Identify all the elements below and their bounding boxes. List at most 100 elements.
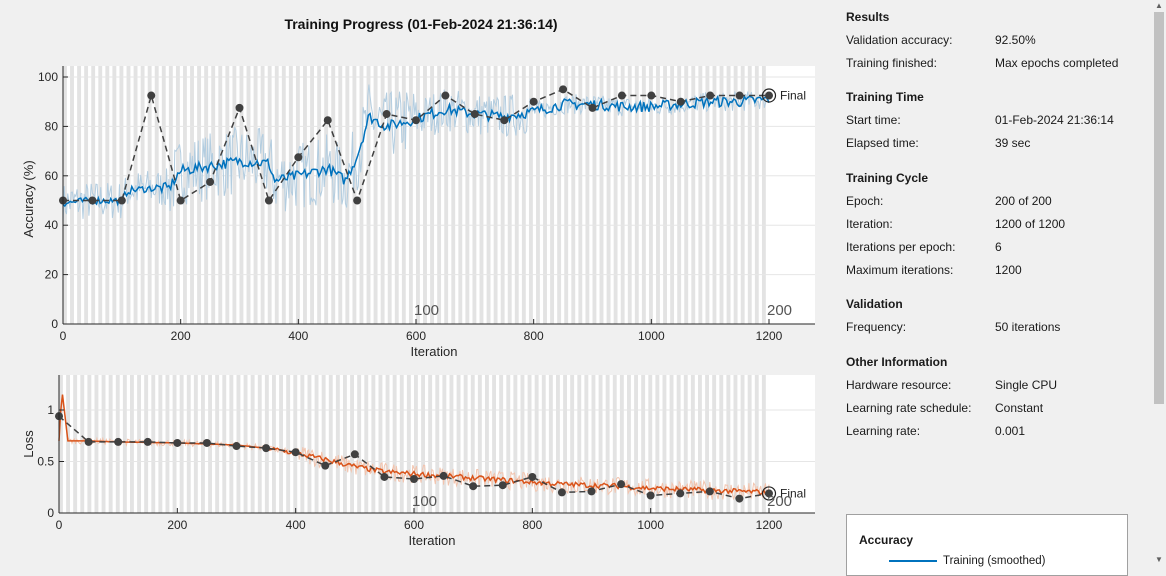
validation-point xyxy=(735,91,744,100)
epoch-band xyxy=(357,375,362,513)
scroll-down-arrow-icon[interactable]: ▼ xyxy=(1155,555,1163,564)
epoch-band xyxy=(761,375,766,513)
epoch-band xyxy=(584,375,589,513)
loss-x-axis-label: Iteration xyxy=(409,533,456,548)
epoch-band xyxy=(310,66,314,324)
epoch-band xyxy=(634,375,639,513)
validation-point xyxy=(173,438,182,447)
epoch-band xyxy=(246,66,251,324)
epoch-band xyxy=(557,66,562,324)
x-tick-label: 600 xyxy=(404,518,424,532)
validation-point xyxy=(588,103,597,112)
validation-point xyxy=(500,116,509,125)
epoch-band xyxy=(578,66,583,324)
validation-point xyxy=(350,450,359,459)
epoch-band xyxy=(442,375,447,513)
epoch-band xyxy=(563,375,568,513)
epoch-band xyxy=(350,375,355,513)
epoch-band xyxy=(719,66,724,324)
validation-point xyxy=(676,97,685,106)
epoch-band xyxy=(677,66,682,324)
learning-rate-value: 0.001 xyxy=(995,424,1026,438)
epoch-band xyxy=(499,375,504,513)
epoch-band xyxy=(253,66,258,324)
accuracy-y-axis-label: Accuracy (%) xyxy=(21,160,36,237)
epoch-band xyxy=(705,66,710,324)
epoch-band xyxy=(300,375,305,513)
scroll-up-arrow-icon[interactable]: ▲ xyxy=(1155,1,1163,10)
epoch-band xyxy=(719,375,724,513)
epoch-band xyxy=(514,66,519,324)
epoch-band xyxy=(463,375,468,513)
epoch-band xyxy=(406,375,411,513)
y-tick-label: 0 xyxy=(47,506,54,520)
validation-heading: Validation xyxy=(846,297,903,311)
validation-point xyxy=(470,110,479,119)
epoch-band xyxy=(366,66,371,324)
epoch-band xyxy=(359,66,364,324)
epoch-band xyxy=(373,66,378,324)
epoch-band xyxy=(698,66,703,324)
epoch-band xyxy=(321,375,326,513)
epoch-band xyxy=(543,66,547,324)
training-cycle-heading: Training Cycle xyxy=(846,171,929,185)
validation-point xyxy=(294,153,303,162)
epoch-band xyxy=(423,66,427,324)
epoch-band xyxy=(444,66,449,324)
epoch-band xyxy=(754,66,759,324)
validation-point xyxy=(676,489,685,498)
epoch-band xyxy=(94,375,99,513)
epoch-band xyxy=(754,375,759,513)
x-tick-label: 400 xyxy=(286,518,306,532)
epoch-band xyxy=(380,66,385,324)
epoch-band xyxy=(698,375,702,513)
learning-rate-schedule-label: Learning rate schedule: xyxy=(846,401,972,415)
chart-loss: Final 100 200 0 200 400 600 800 1000 1200 0 0.5 1 Ite… xyxy=(21,375,815,548)
validation-point xyxy=(143,437,152,446)
epoch-band xyxy=(690,375,695,513)
epoch-band xyxy=(352,66,357,324)
epoch-band xyxy=(250,375,255,513)
legend-label-training-smoothed: Training (smoothed) xyxy=(943,555,1046,567)
epoch-band xyxy=(449,375,454,513)
epoch-band xyxy=(211,66,216,324)
epoch-band xyxy=(465,66,470,324)
epoch-band xyxy=(371,375,376,513)
epoch-band xyxy=(591,375,596,513)
x-tick-label: 1000 xyxy=(638,329,665,343)
epoch-band xyxy=(108,375,113,513)
iterations-per-epoch-label: Iterations per epoch: xyxy=(846,240,956,254)
epoch-band xyxy=(137,375,142,513)
epoch-band xyxy=(232,66,237,324)
validation-point xyxy=(410,475,418,484)
epoch-band xyxy=(66,375,71,513)
epoch-band xyxy=(165,375,170,513)
accuracy-training-raw xyxy=(62,84,770,223)
epoch-band xyxy=(676,375,681,513)
epoch-band xyxy=(392,375,397,513)
validation-point xyxy=(498,481,507,490)
iterations-per-epoch-value: 6 xyxy=(995,240,1002,254)
epoch-band xyxy=(612,375,617,513)
epoch-band xyxy=(286,375,291,513)
epoch-band xyxy=(437,66,442,324)
epoch-band xyxy=(428,375,433,513)
x-tick-label: 0 xyxy=(56,518,63,532)
epoch-band xyxy=(507,66,512,324)
scrollbar-thumb[interactable] xyxy=(1154,12,1164,404)
x-tick-label: 200 xyxy=(167,518,187,532)
x-tick-label: 1200 xyxy=(756,329,783,343)
epoch-band xyxy=(401,66,406,324)
epoch-band xyxy=(243,375,248,513)
training-finished-value: Max epochs completed xyxy=(995,56,1119,70)
epoch-band xyxy=(528,66,533,324)
vertical-scrollbar[interactable]: ▲ ▼ xyxy=(1152,0,1166,568)
epoch-band xyxy=(229,375,234,513)
epoch-band xyxy=(119,66,124,324)
epoch-band xyxy=(279,375,284,513)
epoch-band xyxy=(408,66,413,324)
epoch-band xyxy=(705,375,710,513)
epoch-band xyxy=(619,375,624,513)
validation-point xyxy=(114,437,123,446)
epoch-band xyxy=(663,66,667,324)
